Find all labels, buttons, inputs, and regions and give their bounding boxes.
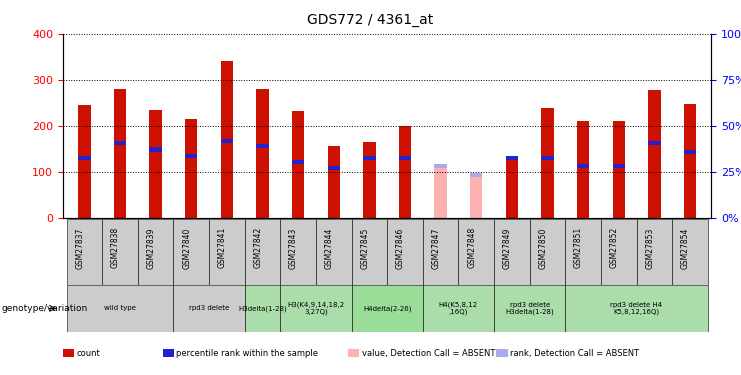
Bar (67, 219, 102, 285)
Bar (423, 285, 494, 332)
Bar (684, 104, 697, 218)
Bar (672, 219, 708, 285)
Text: GSM27839: GSM27839 (147, 227, 156, 268)
Text: GSM27848: GSM27848 (468, 227, 476, 268)
Bar (256, 144, 269, 148)
Bar (434, 166, 447, 218)
Bar (328, 146, 340, 218)
Text: genotype/variation: genotype/variation (1, 304, 87, 313)
Bar (256, 89, 269, 218)
Text: GSM27840: GSM27840 (182, 227, 191, 268)
Text: GSM27841: GSM27841 (218, 227, 227, 268)
Bar (221, 139, 233, 143)
Bar (399, 126, 411, 218)
Text: GSM27852: GSM27852 (610, 227, 619, 268)
Bar (316, 219, 351, 285)
Text: GSM27854: GSM27854 (681, 227, 690, 268)
Text: GSM27846: GSM27846 (396, 227, 405, 268)
Bar (541, 156, 554, 160)
Text: count: count (76, 349, 100, 358)
Text: rank, Detection Call = ABSENT: rank, Detection Call = ABSENT (510, 349, 639, 358)
Text: wild type: wild type (104, 305, 136, 311)
Bar (292, 111, 305, 218)
Text: percentile rank within the sample: percentile rank within the sample (176, 349, 319, 358)
Text: GSM27851: GSM27851 (574, 227, 583, 268)
Bar (494, 285, 565, 332)
Bar (245, 219, 280, 285)
Bar (138, 219, 173, 285)
Bar (351, 285, 423, 332)
Bar (684, 150, 697, 154)
Bar (470, 175, 482, 217)
Bar (221, 62, 233, 217)
Bar (601, 219, 637, 285)
Bar (363, 156, 376, 160)
Bar (351, 219, 387, 285)
Bar (114, 141, 126, 145)
Bar (328, 166, 340, 170)
Text: H3delta(1-28): H3delta(1-28) (238, 305, 287, 312)
Bar (150, 147, 162, 152)
Bar (423, 219, 459, 285)
Bar (245, 285, 280, 332)
Bar (613, 121, 625, 218)
Bar (577, 121, 589, 218)
Bar (102, 219, 138, 285)
Bar (185, 119, 197, 218)
Bar (530, 219, 565, 285)
Bar (280, 219, 316, 285)
Text: rpd3 delete
H3delta(1-28): rpd3 delete H3delta(1-28) (505, 302, 554, 315)
Bar (505, 156, 518, 160)
Text: GDS772 / 4361_at: GDS772 / 4361_at (308, 13, 433, 27)
Bar (494, 219, 530, 285)
Bar (613, 164, 625, 168)
Bar (78, 156, 90, 160)
Bar (67, 285, 173, 332)
Bar (387, 219, 423, 285)
Bar (648, 141, 660, 145)
Text: GSM27850: GSM27850 (539, 227, 548, 268)
Bar (505, 158, 518, 218)
Text: GSM27847: GSM27847 (431, 227, 441, 268)
Bar (434, 164, 447, 168)
Text: value, Detection Call = ABSENT: value, Detection Call = ABSENT (362, 349, 495, 358)
Text: GSM27853: GSM27853 (645, 227, 654, 268)
Text: rpd3 delete: rpd3 delete (189, 305, 229, 311)
Text: H4delta(2-26): H4delta(2-26) (363, 305, 411, 312)
Bar (150, 110, 162, 218)
Text: GSM27838: GSM27838 (111, 227, 120, 268)
Bar (541, 108, 554, 218)
Bar (470, 173, 482, 177)
Bar (185, 154, 197, 159)
Text: H4(K5,8,12
,16Q): H4(K5,8,12 ,16Q) (439, 302, 478, 315)
Text: GSM27842: GSM27842 (253, 227, 262, 268)
Text: GSM27837: GSM27837 (76, 227, 84, 268)
Bar (173, 285, 245, 332)
Bar (173, 219, 209, 285)
Text: GSM27843: GSM27843 (289, 227, 298, 268)
Bar (114, 89, 126, 218)
Text: rpd3 delete H4
K5,8,12,16Q): rpd3 delete H4 K5,8,12,16Q) (611, 302, 662, 315)
Bar (292, 160, 305, 165)
Bar (78, 105, 90, 218)
Text: H3(K4,9,14,18,2
3,27Q): H3(K4,9,14,18,2 3,27Q) (288, 302, 345, 315)
Bar (565, 219, 601, 285)
Bar (648, 90, 660, 218)
Bar (363, 142, 376, 218)
Bar (637, 219, 672, 285)
Bar (577, 164, 589, 168)
Bar (280, 285, 351, 332)
Bar (209, 219, 245, 285)
Bar (399, 156, 411, 160)
Text: GSM27844: GSM27844 (325, 227, 333, 268)
Text: GSM27845: GSM27845 (360, 227, 369, 268)
Text: GSM27849: GSM27849 (503, 227, 512, 268)
Bar (459, 219, 494, 285)
Bar (565, 285, 708, 332)
